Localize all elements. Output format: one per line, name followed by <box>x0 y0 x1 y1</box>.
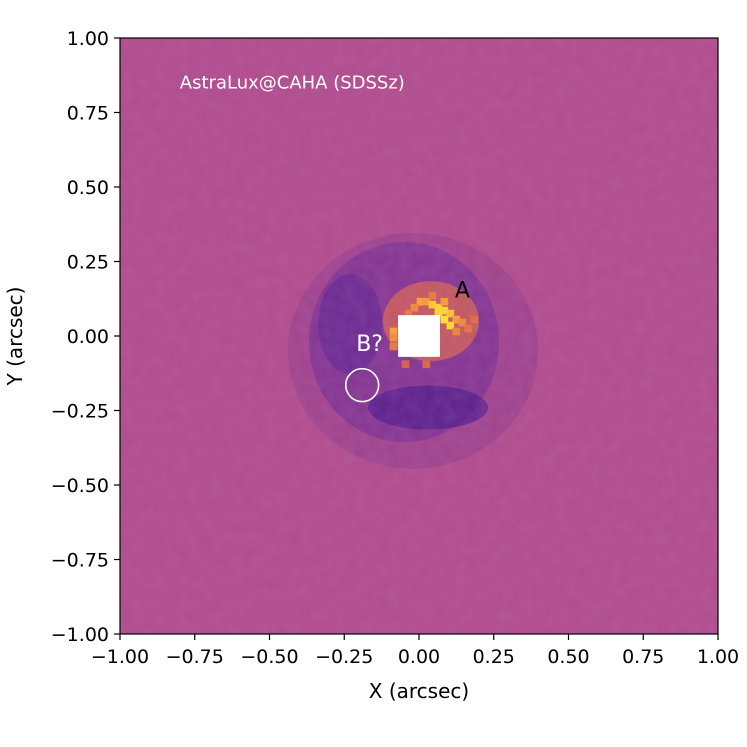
x-tick-label: −1.00 <box>91 646 149 668</box>
y-tick-label: 0.00 <box>67 326 109 348</box>
y-tick-label: 0.25 <box>67 252 109 274</box>
plot-area: AstraLux@CAHA (SDSSz) A B? <box>120 38 718 634</box>
bright-pixel <box>389 327 398 336</box>
y-tick-label: −0.75 <box>51 550 109 572</box>
bright-pixel <box>452 315 461 324</box>
bright-pixel <box>389 342 398 351</box>
x-tick-label: 0.50 <box>547 646 589 668</box>
bright-pixel <box>428 291 437 300</box>
bright-pixel <box>464 324 473 333</box>
y-axis-label: Y (arcsec) <box>3 287 27 387</box>
bright-pixel <box>410 303 419 312</box>
x-tick-label: −0.50 <box>240 646 298 668</box>
y-tick-label: 1.00 <box>67 28 109 50</box>
x-axis-label: X (arcsec) <box>369 679 469 703</box>
y-axis: −1.00 −0.75 −0.50 −0.25 0.00 0.25 0.50 0.75 1.00 <box>51 28 120 646</box>
bright-pixel <box>434 309 443 318</box>
bright-pixel <box>401 360 410 369</box>
bright-pixel <box>452 327 461 336</box>
companion-a-label: A <box>455 278 470 303</box>
y-tick-label: 0.50 <box>67 177 109 199</box>
companion-b-label: B? <box>356 332 383 357</box>
bright-pixel <box>404 309 413 318</box>
masked-center <box>398 315 440 357</box>
bright-pixel <box>434 303 443 312</box>
y-tick-label: −1.00 <box>51 624 109 646</box>
bright-pixel <box>416 297 425 306</box>
x-tick-label: −0.25 <box>315 646 373 668</box>
bright-pixel <box>440 315 449 324</box>
pixel-grid <box>389 291 479 369</box>
y-tick-label: 0.75 <box>67 103 109 125</box>
bright-pixel <box>440 306 449 315</box>
x-tick-label: 1.00 <box>697 646 739 668</box>
x-tick-label: 0.25 <box>473 646 515 668</box>
y-tick-label: −0.50 <box>51 475 109 497</box>
bright-pixel <box>428 300 437 309</box>
bright-pixel <box>389 333 398 342</box>
bright-pixel <box>446 321 455 330</box>
x-tick-label: 0.75 <box>622 646 664 668</box>
x-tick-label: 0.00 <box>398 646 440 668</box>
x-tick-label: −0.75 <box>166 646 224 668</box>
bright-pixel <box>440 297 449 306</box>
bright-pixel <box>470 315 479 324</box>
instrument-label: AstraLux@CAHA (SDSSz) <box>180 73 405 94</box>
bright-pixel <box>422 297 431 306</box>
bright-pixel <box>458 318 467 327</box>
y-tick-label: −0.25 <box>51 401 109 423</box>
bright-pixel <box>446 309 455 318</box>
x-axis: −1.00 −0.75 −0.50 −0.25 0.00 0.25 0.50 0.75 1.00 <box>91 634 739 668</box>
candidate-b-circle <box>344 367 380 403</box>
bright-pixel <box>422 360 431 369</box>
